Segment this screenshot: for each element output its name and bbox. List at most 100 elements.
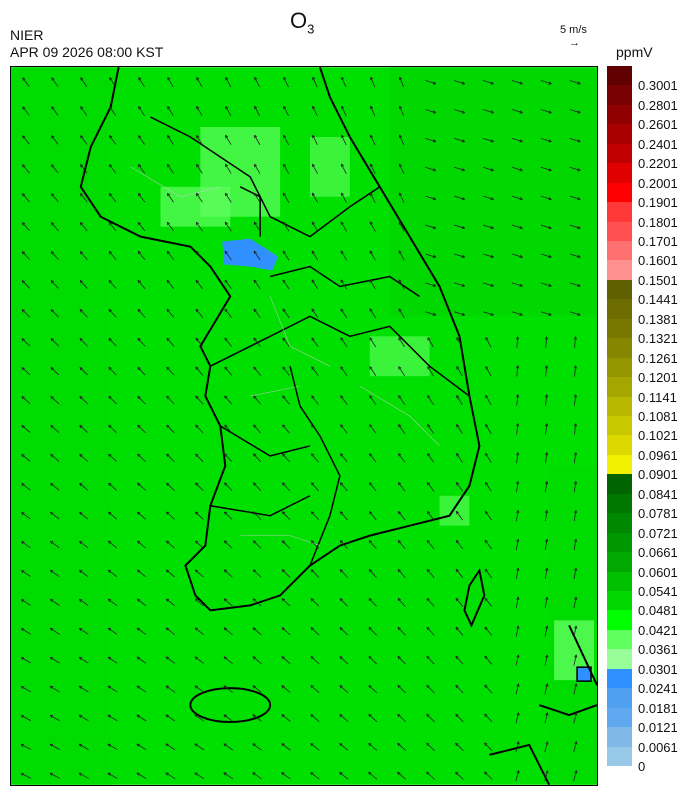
colorbar-segment	[607, 727, 632, 748]
wind-arrow-head	[427, 337, 431, 341]
wind-arrow-head	[432, 283, 437, 287]
wind-arrow	[166, 482, 175, 491]
wind-arrow-head	[461, 139, 465, 143]
wind-arrow	[49, 656, 60, 664]
wind-arrow	[485, 337, 492, 348]
wind-arrow	[223, 598, 233, 607]
wind-arrow-head	[545, 567, 549, 572]
wind-arrow	[281, 743, 291, 751]
wind-arrow	[425, 137, 436, 142]
wind-arrow-head	[22, 106, 26, 110]
wind-arrow-head	[484, 539, 488, 544]
wind-arrow-head	[398, 134, 402, 138]
wind-arrow-head	[21, 309, 26, 313]
wind-arrow	[107, 772, 118, 779]
colorbar-segment	[607, 513, 632, 534]
wind-arrow-head	[50, 193, 55, 197]
wind-arrow	[195, 453, 204, 463]
colorbar-label: 0.0181	[638, 700, 678, 716]
wind-arrow	[253, 511, 262, 520]
wind-arrow-head	[252, 714, 256, 718]
wind-arrow-head	[519, 168, 523, 172]
wind-arrow	[225, 77, 232, 88]
wind-arrow	[483, 80, 494, 85]
wind-arrow	[108, 309, 117, 318]
wind-arrow-head	[137, 279, 141, 284]
wind-arrow	[427, 453, 435, 463]
wind-arrow	[339, 627, 349, 636]
wind-arrow	[108, 395, 117, 405]
colorbar-segment	[607, 668, 632, 689]
colorbar-label: 0.1261	[638, 350, 678, 366]
title-subscript: 3	[307, 21, 315, 37]
wind-arrow	[311, 395, 319, 405]
wind-arrow-head	[398, 395, 402, 399]
wind-arrow-head	[224, 163, 229, 168]
wind-arrow	[224, 453, 233, 463]
wind-arrow	[515, 770, 520, 782]
wind-arrow	[511, 282, 523, 287]
wind-arrow-head	[519, 139, 523, 143]
wind-arrow-head	[49, 627, 54, 632]
wind-arrow-head	[310, 627, 314, 631]
wind-arrow-head	[78, 569, 83, 574]
wind-arrow-head	[545, 510, 549, 514]
wind-arrow-head	[78, 685, 83, 689]
wind-arrow-head	[254, 134, 258, 139]
wind-arrow	[282, 308, 290, 319]
wind-arrow-head	[138, 164, 142, 168]
wind-arrow-head	[574, 741, 578, 745]
wind-arrow	[454, 195, 465, 200]
wind-arrow-head	[165, 714, 169, 718]
wind-arrow	[483, 109, 494, 114]
wind-arrow	[79, 338, 88, 347]
seoul-blue-patch	[222, 238, 279, 271]
wind-arrow-head	[339, 482, 344, 486]
wind-arrow	[137, 540, 147, 549]
wind-arrow-head	[515, 336, 520, 340]
wind-arrow-head	[107, 714, 112, 718]
wind-arrow	[165, 656, 176, 664]
wind-arrow-head	[50, 309, 54, 313]
colorbar-segment	[607, 552, 632, 573]
wind-arrow	[223, 714, 233, 722]
wind-arrow-head	[398, 192, 402, 196]
colorbar-segment	[607, 454, 632, 475]
wind-arrow-head	[574, 683, 578, 687]
wind-arrow-head	[281, 743, 285, 747]
wind-arrow	[49, 743, 60, 750]
wind-arrow-head	[516, 625, 520, 629]
wind-arrow	[224, 337, 232, 347]
wind-arrow-head	[224, 192, 229, 197]
wind-arrow-head	[281, 569, 286, 573]
wind-arrow-head	[253, 250, 257, 255]
wind-arrow-head	[167, 106, 171, 110]
wind-arrow	[223, 685, 233, 693]
wind-arrow	[137, 453, 146, 462]
wind-arrow-head	[485, 395, 489, 399]
wind-arrow	[21, 454, 31, 462]
wind-arrow	[252, 627, 262, 636]
wind-arrow	[20, 744, 31, 750]
colorbar-label: 0.1321	[638, 331, 678, 347]
wind-arrow-head	[426, 568, 430, 573]
wind-arrow	[281, 656, 291, 665]
wind-arrow	[21, 483, 31, 491]
wind-arrow	[166, 366, 175, 376]
wind-arrow-head	[254, 105, 258, 110]
colorbar-label: 0.1601	[638, 253, 678, 269]
wind-arrow-head	[544, 452, 549, 456]
wind-arrow	[515, 741, 520, 753]
wind-arrow-head	[312, 134, 316, 139]
wind-arrow	[138, 77, 145, 88]
wind-arrow-head	[368, 569, 373, 573]
wind-arrow	[50, 280, 59, 289]
wind-arrow-head	[79, 280, 84, 284]
wind-arrow-head	[461, 283, 465, 287]
wind-arrow-head	[225, 77, 229, 81]
wind-arrow-head	[484, 510, 489, 515]
wind-arrow-head	[195, 482, 199, 486]
wind-arrow	[79, 453, 89, 462]
wind-arrow	[454, 109, 465, 114]
wind-arrow	[455, 742, 464, 752]
